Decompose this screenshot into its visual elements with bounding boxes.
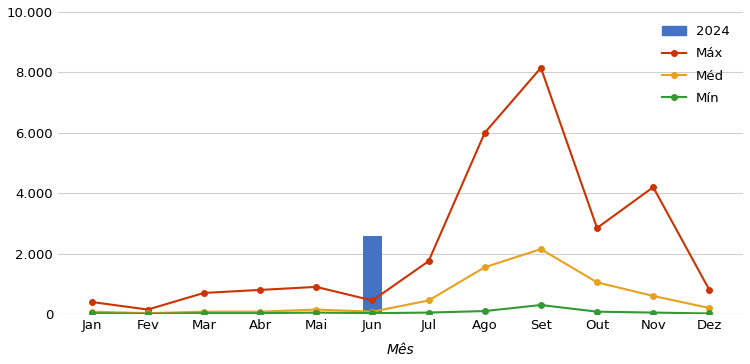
X-axis label: Mês: Mês [386, 343, 414, 357]
Bar [362, 236, 382, 314]
Legend: 2024, Máx, Méd, Mín: 2024, Máx, Méd, Mín [656, 19, 736, 111]
